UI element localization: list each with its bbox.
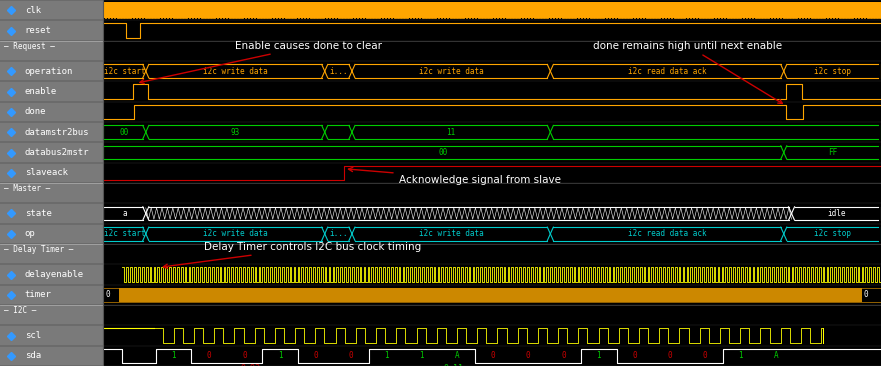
Text: 0: 0 (668, 351, 672, 360)
Text: — Request —: — Request — (4, 42, 56, 51)
Text: 0: 0 (207, 351, 211, 360)
Text: sda: sda (25, 351, 41, 361)
Text: 0: 0 (106, 290, 110, 299)
Text: Enable causes done to clear: Enable causes done to clear (140, 41, 382, 83)
Text: 0: 0 (561, 351, 566, 360)
Text: reset: reset (25, 26, 52, 35)
Text: i...: i... (329, 67, 348, 76)
Text: scl: scl (25, 331, 41, 340)
Text: Acknowledge signal from slave: Acknowledge signal from slave (349, 167, 560, 185)
Text: done remains high until next enable: done remains high until next enable (593, 41, 782, 104)
Text: timer: timer (25, 290, 52, 299)
Text: i2c stop: i2c stop (814, 67, 851, 76)
Text: i2c read data ack: i2c read data ack (628, 67, 707, 76)
Text: delayenable: delayenable (25, 270, 84, 279)
Text: i2c write data: i2c write data (418, 229, 484, 238)
Text: i...: i... (329, 229, 348, 238)
Text: 0x11: 0x11 (443, 363, 463, 366)
Text: 1: 1 (171, 351, 176, 360)
Text: — I2C —: — I2C — (4, 306, 37, 315)
Bar (0, 0, 103, 366)
Text: 00: 00 (439, 148, 448, 157)
Text: i2c stop: i2c stop (814, 229, 851, 238)
Text: done: done (25, 107, 46, 116)
Text: 0: 0 (526, 351, 530, 360)
Text: 0: 0 (864, 290, 869, 299)
Text: operation: operation (25, 67, 73, 76)
Text: 0: 0 (313, 351, 318, 360)
Text: clk: clk (25, 5, 41, 15)
Text: 0: 0 (491, 351, 495, 360)
Text: idle: idle (827, 209, 846, 218)
Text: 0: 0 (703, 351, 707, 360)
Text: a: a (122, 209, 127, 218)
Text: 1: 1 (738, 351, 743, 360)
Text: i2c start: i2c start (104, 229, 145, 238)
Text: Delay Timer controls I2C bus clock timing: Delay Timer controls I2C bus clock timin… (163, 242, 421, 268)
Text: datamstr2bus: datamstr2bus (25, 128, 89, 137)
Text: op: op (25, 229, 35, 238)
Text: i2c start: i2c start (104, 67, 145, 76)
Text: i2c write data: i2c write data (203, 229, 268, 238)
Bar (119, 288, 862, 302)
Text: 0: 0 (632, 351, 637, 360)
Text: — Master —: — Master — (4, 184, 50, 194)
Text: FF: FF (828, 148, 837, 157)
Text: A: A (774, 351, 779, 360)
Text: 00: 00 (120, 128, 129, 137)
Text: 0: 0 (242, 351, 247, 360)
Text: i2c write data: i2c write data (203, 67, 268, 76)
Text: 0x93: 0x93 (241, 363, 261, 366)
Bar (103, 3, 881, 18)
Text: — Delay Timer —: — Delay Timer — (4, 246, 74, 254)
Text: i2c write data: i2c write data (418, 67, 484, 76)
Text: slaveack: slaveack (25, 168, 68, 178)
Text: enable: enable (25, 87, 57, 96)
Text: 1: 1 (384, 351, 389, 360)
Text: A: A (455, 351, 460, 360)
Text: state: state (25, 209, 52, 218)
Text: 93: 93 (231, 128, 240, 137)
Text: 1: 1 (596, 351, 601, 360)
Text: 0: 0 (349, 351, 353, 360)
Text: databus2mstr: databus2mstr (25, 148, 89, 157)
Text: 1: 1 (419, 351, 424, 360)
Bar (103, 0, 881, 366)
Text: 1: 1 (278, 351, 282, 360)
Text: 11: 11 (447, 128, 455, 137)
Text: i2c read data ack: i2c read data ack (628, 229, 707, 238)
